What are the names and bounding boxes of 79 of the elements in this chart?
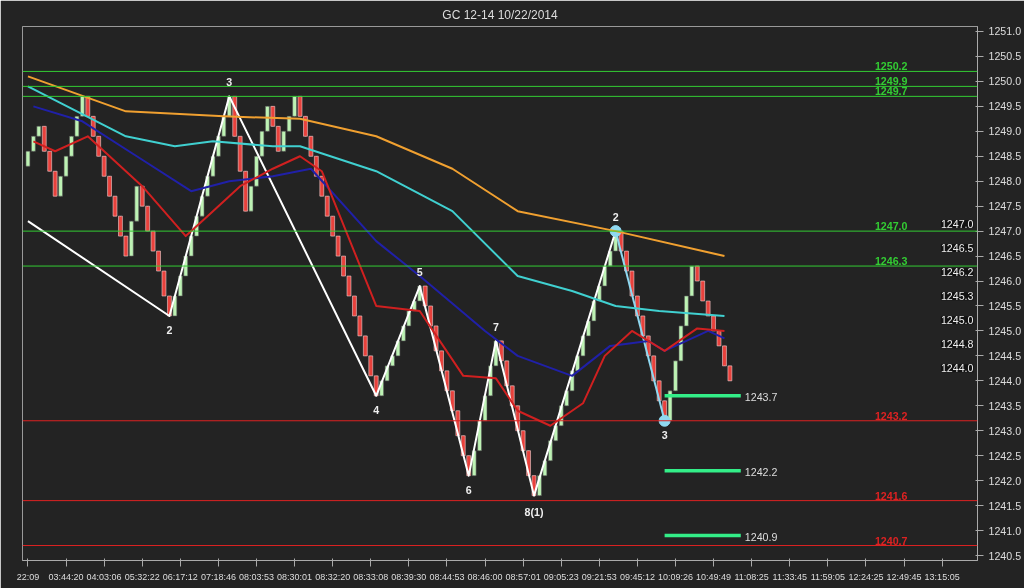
y-tick-label: 1246.5 <box>988 250 1022 263</box>
x-tick-label: 08:46:00 <box>467 571 503 582</box>
x-tick-label: 08:39:30 <box>391 571 427 582</box>
annotation: 1244.8 <box>940 338 974 351</box>
x-tick-label: 11:33:45 <box>772 571 807 582</box>
y-tick-label: 1249.5 <box>988 100 1022 113</box>
annotation: 1244.0 <box>940 362 974 375</box>
annotation: 5 <box>416 266 423 279</box>
annotation: 1246.5 <box>940 242 974 255</box>
x-tick-label: 12:24:25 <box>848 571 884 582</box>
annotation: 3 <box>661 428 668 441</box>
y-tick-label: 1247.0 <box>988 225 1022 238</box>
y-tick-label: 1248.0 <box>988 175 1022 188</box>
y-tick-label: 1241.5 <box>988 499 1022 512</box>
ref-line-label: 1246.3 <box>874 255 908 268</box>
line-series <box>26 85 726 317</box>
x-tick-label: 08:33:08 <box>353 571 389 582</box>
line-series <box>32 135 726 427</box>
y-tick-label: 1241.0 <box>988 524 1022 537</box>
annotation: 7 <box>492 320 499 333</box>
x-tick-label: 10:09:26 <box>657 571 694 582</box>
series-label: 1240.9 <box>744 530 778 543</box>
annotation: 4 <box>373 403 380 416</box>
y-tick-label: 1244.5 <box>988 349 1022 362</box>
ref-line-label: 1240.7 <box>874 534 908 547</box>
annotation: 2 <box>166 323 173 336</box>
ref-line-label: 1250.2 <box>874 60 908 73</box>
y-tick-label: 1248.5 <box>988 150 1022 163</box>
x-tick-label: 03:44:20 <box>48 571 84 582</box>
x-tick-label: 10:49:49 <box>696 571 732 582</box>
x-tick-label: 11:59:05 <box>810 571 846 582</box>
ref-line-label: 1243.2 <box>874 409 908 422</box>
ref-line-label: 1249.9 <box>874 75 908 88</box>
x-tick-label: 22:09 <box>16 571 40 582</box>
annotation: 8(1) <box>524 505 544 518</box>
y-tick-label: 1242.5 <box>988 449 1022 462</box>
series-label: 1242.2 <box>744 465 778 478</box>
y-tick-label: 1240.5 <box>988 549 1022 562</box>
annotation: 1246.2 <box>940 266 974 279</box>
y-tick-label: 1250.5 <box>988 50 1022 63</box>
ref-line-label: 1241.6 <box>874 489 908 502</box>
y-tick-label: 1242.0 <box>988 474 1022 487</box>
x-tick-label: 08:30:01 <box>277 571 313 582</box>
x-tick-label: 08:57:01 <box>505 571 541 582</box>
x-tick-label: 08:03:53 <box>238 571 275 582</box>
x-tick-label: 08:44:53 <box>429 571 465 582</box>
x-tick-label: 09:45:12 <box>619 571 655 582</box>
y-tick-label: 1245.0 <box>988 324 1022 337</box>
annotation: 1245.0 <box>940 314 974 327</box>
y-tick-label: 1243.0 <box>988 424 1022 437</box>
x-tick-label: 12:49:45 <box>886 571 922 582</box>
x-tick-label: 05:32:22 <box>124 571 160 582</box>
x-tick-label: 07:18:46 <box>200 571 236 582</box>
line-series <box>32 105 726 377</box>
y-tick-label: 1247.5 <box>988 200 1022 213</box>
x-tick-label: 11:08:25 <box>734 571 769 582</box>
annotation: 2 <box>612 211 619 224</box>
x-tick-label: 04:03:06 <box>86 571 122 582</box>
annotation: 3 <box>226 76 233 89</box>
y-tick-label: 1245.5 <box>988 299 1022 312</box>
y-tick-label: 1250.0 <box>988 75 1022 88</box>
y-tick-label: 1251.0 <box>988 25 1022 38</box>
ref-line-label: 1249.7 <box>874 85 908 98</box>
annotation: 1245.3 <box>940 290 974 303</box>
annotation: 1247.0 <box>940 218 974 231</box>
x-tick-label: 09:21:53 <box>581 571 617 582</box>
x-tick-label: 09:05:23 <box>543 571 579 582</box>
x-tick-label: 06:17:12 <box>162 571 198 582</box>
x-tick-label: 08:32:20 <box>315 571 351 582</box>
y-tick-label: 1243.5 <box>988 399 1022 412</box>
y-tick-label: 1249.0 <box>988 125 1022 138</box>
chart-title: GC 12-14 10/22/2014 <box>442 7 559 22</box>
annotation: 6 <box>465 483 472 496</box>
y-tick-label: 1244.0 <box>988 374 1022 387</box>
ref-line-label: 1247.0 <box>874 220 908 233</box>
line-series <box>26 75 726 258</box>
y-tick-label: 1246.0 <box>988 275 1022 288</box>
series-label: 1243.7 <box>744 390 778 403</box>
x-tick-label: 13:15:05 <box>924 571 960 582</box>
